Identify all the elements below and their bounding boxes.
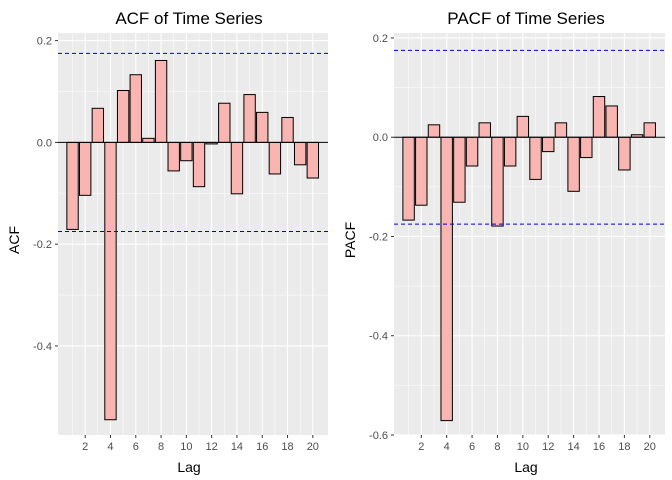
acf-bar-lag-7 bbox=[142, 137, 155, 143]
pacf-y-tick-label: -0.6 bbox=[369, 430, 388, 442]
acf-y-tick-label: -0.2 bbox=[33, 239, 52, 251]
acf-x-tick-label: 20 bbox=[307, 441, 319, 453]
acf-x-tick-label: 14 bbox=[231, 441, 243, 453]
pacf-bar-lag-7 bbox=[478, 122, 491, 138]
pacf-y-tick-label: -0.2 bbox=[369, 231, 388, 243]
pacf-y-tick-label: 0.0 bbox=[373, 132, 388, 144]
pacf-bar-lag-18 bbox=[618, 136, 631, 171]
acf-bar-lag-2 bbox=[78, 141, 92, 196]
pacf-x-tick-label: 6 bbox=[469, 441, 475, 453]
acf-bar-lag-10 bbox=[180, 141, 193, 162]
acf-x-tick-label: 8 bbox=[158, 441, 164, 453]
pacf-bar-lag-13 bbox=[554, 122, 568, 138]
pacf-bar-lag-16 bbox=[592, 96, 606, 138]
pacf-x-tick-label: 2 bbox=[418, 441, 424, 453]
pacf-bar-lag-11 bbox=[529, 136, 542, 180]
acf-bar-lag-14 bbox=[230, 141, 244, 195]
acf-chart: ACF of Time Series Lag ACF 0.2 0.0 -0.2 -0.… bbox=[6, 9, 328, 475]
acf-y-axis-title: ACF bbox=[6, 226, 22, 254]
pacf-bar-lag-1 bbox=[402, 136, 415, 221]
pacf-bar-lag-3 bbox=[427, 124, 441, 138]
pacf-x-tick-label: 18 bbox=[618, 441, 630, 453]
acf-x-tick-label: 16 bbox=[256, 441, 268, 453]
acf-bar-lag-8 bbox=[154, 59, 168, 143]
pacf-bar-lag-10 bbox=[516, 115, 530, 138]
pacf-panel-background bbox=[394, 33, 665, 435]
pacf-y-axis-title: PACF bbox=[342, 222, 358, 258]
acf-x-tick-label: 10 bbox=[180, 441, 192, 453]
acf-y-tick-label: 0.2 bbox=[37, 36, 52, 48]
pacf-chart: PACF of Time Series Lag PACF 0.2 0.0 -0.2 -… bbox=[342, 9, 665, 475]
acf-bar-lag-20 bbox=[306, 141, 320, 179]
acf-bar-lag-16 bbox=[256, 111, 269, 143]
acf-x-axis-title: Lag bbox=[177, 459, 200, 475]
pacf-bar-lag-14 bbox=[567, 136, 580, 192]
acf-bar-lag-6 bbox=[129, 74, 142, 143]
pacf-x-tick-label: 10 bbox=[517, 441, 529, 453]
pacf-plot-area: 0.2 0.0 -0.2 -0.4 -0.6 2 4 6 8 10 12 14 16 18 20 bbox=[369, 33, 665, 453]
acf-bar-lag-15 bbox=[243, 94, 256, 143]
pacf-bar-lag-20 bbox=[643, 122, 656, 138]
acf-plot-area: 0.2 0.0 -0.2 -0.4 2 4 6 8 10 12 14 16 18 20 bbox=[33, 33, 328, 453]
pacf-bar-lag-4 bbox=[440, 136, 453, 422]
acf-bar-lag-3 bbox=[91, 107, 105, 143]
pacf-bar-lag-12 bbox=[542, 136, 555, 153]
acf-bar-lag-17 bbox=[268, 141, 282, 175]
pacf-y-tick-label: -0.4 bbox=[369, 331, 388, 343]
acf-panel-background bbox=[58, 33, 328, 435]
acf-bar-lag-13 bbox=[218, 102, 231, 143]
acf-bar-lag-5 bbox=[116, 90, 130, 143]
pacf-x-tick-label: 4 bbox=[444, 441, 450, 453]
acf-x-tick-label: 4 bbox=[107, 441, 113, 453]
acf-y-tick-label: -0.4 bbox=[33, 341, 52, 353]
pacf-bar-lag-5 bbox=[453, 136, 466, 203]
pacf-x-tick-label: 20 bbox=[644, 441, 656, 453]
pacf-chart-title: PACF of Time Series bbox=[447, 9, 604, 28]
acf-x-tick-label: 18 bbox=[281, 441, 293, 453]
pacf-x-tick-label: 8 bbox=[494, 441, 500, 453]
pacf-bar-lag-17 bbox=[605, 105, 618, 138]
acf-bar-lag-19 bbox=[293, 141, 307, 166]
acf-bar-lag-11 bbox=[192, 141, 206, 188]
pacf-x-axis-title: Lag bbox=[514, 459, 537, 475]
pacf-bar-lag-6 bbox=[465, 136, 479, 167]
pacf-y-tick-label: 0.2 bbox=[373, 33, 388, 45]
acf-bar-lag-1 bbox=[66, 141, 79, 230]
acf-chart-title: ACF of Time Series bbox=[115, 9, 262, 28]
acf-x-tick-label: 12 bbox=[206, 441, 218, 453]
acf-x-tick-label: 2 bbox=[82, 441, 88, 453]
acf-bar-lag-9 bbox=[167, 141, 180, 172]
acf-x-tick-label: 6 bbox=[133, 441, 139, 453]
pacf-bar-lag-15 bbox=[580, 136, 593, 159]
pacf-bar-lag-8 bbox=[491, 136, 504, 227]
pacf-x-tick-label: 12 bbox=[542, 441, 554, 453]
acf-y-tick-label: 0.0 bbox=[37, 137, 52, 149]
pacf-bar-lag-2 bbox=[415, 136, 428, 206]
pacf-x-tick-label: 16 bbox=[593, 441, 605, 453]
pacf-x-tick-label: 14 bbox=[567, 441, 579, 453]
pacf-bar-lag-9 bbox=[503, 136, 517, 167]
acf-bar-lag-4 bbox=[104, 141, 117, 421]
acf-bar-lag-18 bbox=[281, 116, 294, 143]
